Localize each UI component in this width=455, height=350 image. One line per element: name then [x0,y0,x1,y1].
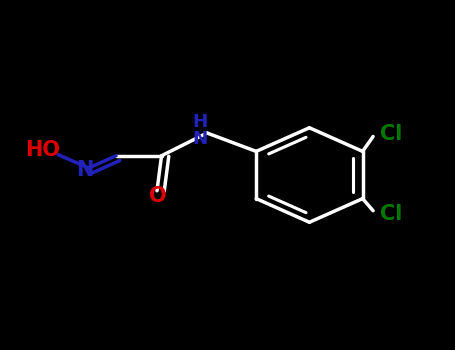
Text: H
N: H N [192,113,208,147]
Text: N: N [76,160,94,180]
Text: Cl: Cl [380,124,402,144]
Text: Cl: Cl [380,203,402,224]
Text: O: O [149,186,167,206]
Text: HO: HO [25,140,60,160]
